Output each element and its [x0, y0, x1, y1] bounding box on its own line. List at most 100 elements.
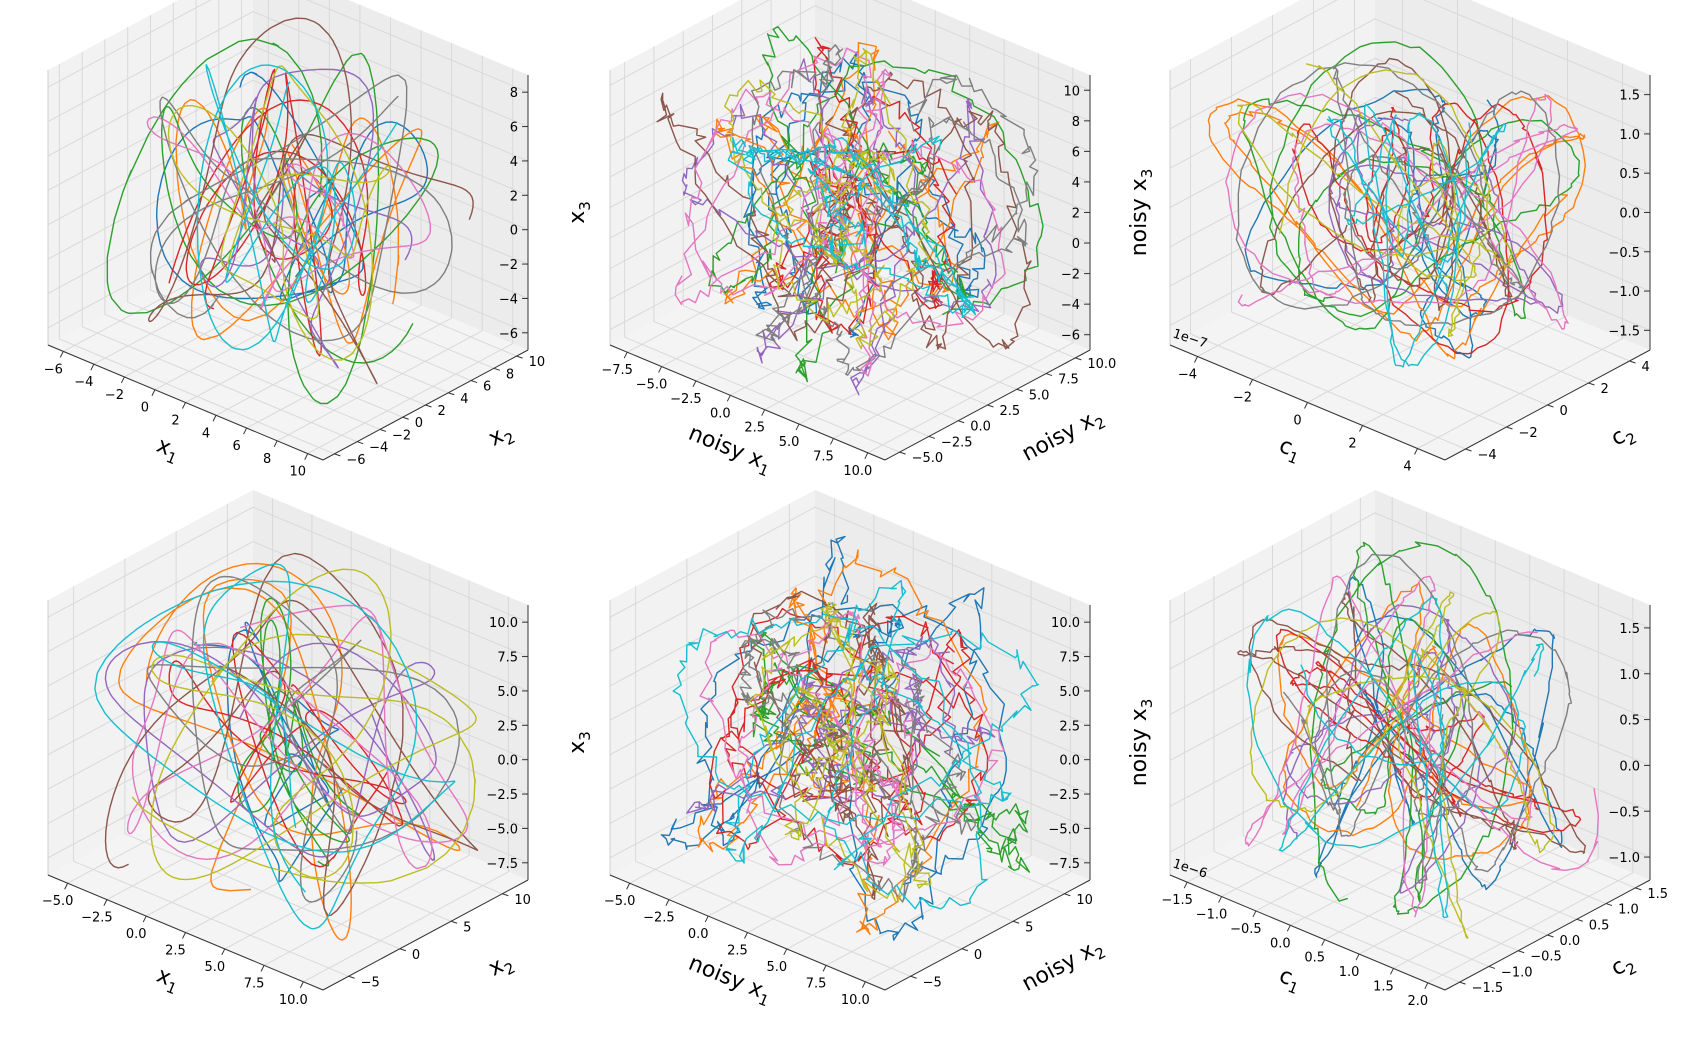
y-tick-label: −0.5: [1530, 950, 1562, 965]
x-tick: [783, 948, 788, 956]
x-tick: [864, 452, 869, 460]
y-tick: [399, 948, 407, 952]
trajectory-series-4: [708, 607, 989, 866]
x-tick: [59, 351, 64, 358]
y-axis-label: noisy x2: [1018, 404, 1109, 471]
x-tick-label: 2: [171, 414, 179, 429]
y-tick-label: 2.5: [1000, 404, 1021, 419]
z-tick-label: −7.5: [1048, 857, 1080, 872]
trajectory-series-6: [656, 71, 1032, 350]
y-axis-label: c2: [1607, 949, 1640, 985]
trajectory-series-3: [1242, 41, 1581, 331]
y-tick-label: 6: [483, 380, 491, 395]
x-axis-label: x1: [152, 433, 184, 468]
y-tick: [1459, 981, 1466, 985]
y-tick: [1547, 934, 1554, 938]
x-tick: [64, 882, 69, 890]
y-tick: [448, 392, 455, 396]
z-tick-label: −6: [1061, 329, 1080, 344]
x-tick-label: 5.0: [766, 960, 787, 975]
y-tick: [1605, 903, 1613, 907]
trajectory-series-1: [1244, 88, 1500, 359]
z-axis-label: x3: [565, 731, 594, 754]
z-tick-label: 1.5: [1619, 89, 1640, 104]
y-tick: [961, 948, 969, 952]
x-tick: [182, 402, 186, 409]
z-tick-label: −1.0: [1608, 285, 1640, 300]
x-tick-label: 10: [289, 465, 306, 480]
x-tick-label: 1.5: [1373, 979, 1394, 994]
x-tick-label: −5.0: [42, 894, 74, 909]
trajectories: [106, 17, 474, 405]
z-tick-label: 2: [510, 189, 518, 204]
x-tick-label: 7.5: [244, 976, 265, 991]
z-tick-label: −2.5: [486, 788, 518, 803]
x-tick: [1286, 925, 1291, 932]
y-tick-label: 1.5: [1647, 887, 1668, 902]
left-pane: [48, 490, 253, 875]
z-axis-label: noisy x3: [1127, 699, 1156, 787]
panel-clean-top: −6−4−20246810−6−4−20246810−6−4−202468x1x…: [44, 0, 594, 480]
x-tick-label: −1.0: [1196, 908, 1228, 923]
x-tick-label: 0.0: [688, 927, 709, 942]
x-tick-label: 0: [1293, 414, 1301, 429]
y-tick-label: −2: [1519, 426, 1538, 441]
x-tick-label: 2.0: [1407, 994, 1428, 1009]
y-tick-label: 8: [506, 367, 514, 382]
y-tick-label: 2: [438, 404, 446, 419]
x-tick: [1194, 356, 1198, 363]
z-tick-label: −0.5: [1608, 246, 1640, 261]
z-tick-label: 6: [510, 121, 518, 136]
panel-coeff-bottom: −1.5−1.0−0.50.00.51.01.52.0−1.5−1.0−0.50…: [1161, 490, 1692, 1009]
x-tick: [658, 366, 663, 373]
z-axis-label: noisy x3: [1127, 169, 1156, 257]
y-tick: [1016, 388, 1023, 392]
x-tick: [1183, 881, 1188, 889]
z-tick-label: −4: [1061, 298, 1080, 313]
z-tick-label: 8: [1072, 115, 1080, 130]
x-tick-label: −6: [44, 362, 63, 377]
y-tick: [450, 920, 458, 924]
x-axis-label: x1: [152, 963, 184, 998]
y-tick-label: 5: [1025, 920, 1033, 935]
z-tick-label: 2.5: [1059, 719, 1080, 734]
y-tick-label: 10: [529, 355, 546, 370]
x-tick-label: 5.0: [779, 435, 800, 450]
y-tick: [1518, 950, 1525, 954]
z-tick-label: −1.0: [1608, 851, 1640, 866]
x-axis-line: [609, 344, 886, 461]
y-tick-label: −2: [392, 428, 411, 443]
z-axis-label: c3: [1687, 732, 1692, 754]
y-tick-label: −1.5: [1472, 981, 1504, 996]
trajectory-series-1: [660, 535, 1007, 941]
y-tick-label: 5.0: [1029, 388, 1050, 403]
x-tick: [1355, 953, 1360, 961]
x-tick: [829, 438, 834, 445]
trajectory-series-4: [769, 37, 957, 336]
x-tick-label: 4: [1403, 460, 1411, 475]
y-tick: [1629, 360, 1636, 364]
y-tick: [470, 380, 478, 384]
trajectory-series-10: [94, 563, 456, 930]
y-tick: [402, 416, 409, 420]
trajectory-series-8: [1235, 62, 1561, 327]
x-tick: [243, 427, 248, 435]
x-tick: [626, 882, 631, 890]
trajectory-series-8: [149, 74, 453, 342]
z-tick-label: −1.5: [1608, 324, 1640, 339]
x-tick: [761, 409, 766, 416]
x-tick-label: −2.5: [643, 911, 675, 926]
y-axis-line: [884, 879, 1091, 991]
y-tick-label: −5.0: [912, 451, 944, 466]
x-tick-label: −2.5: [81, 911, 113, 926]
trajectory-series-10: [672, 579, 1040, 910]
z-tick-label: −5.0: [1048, 822, 1080, 837]
z-tick-label: −6: [499, 327, 518, 342]
x-axis-label: c1: [1274, 963, 1305, 998]
trajectory-series-5: [1328, 112, 1564, 314]
y-tick-label: 0.5: [1589, 918, 1610, 933]
x-tick-label: 6: [232, 439, 240, 454]
trajectory-series-10: [727, 135, 977, 319]
x-tick: [665, 899, 670, 906]
x-axis-line: [1169, 874, 1446, 991]
